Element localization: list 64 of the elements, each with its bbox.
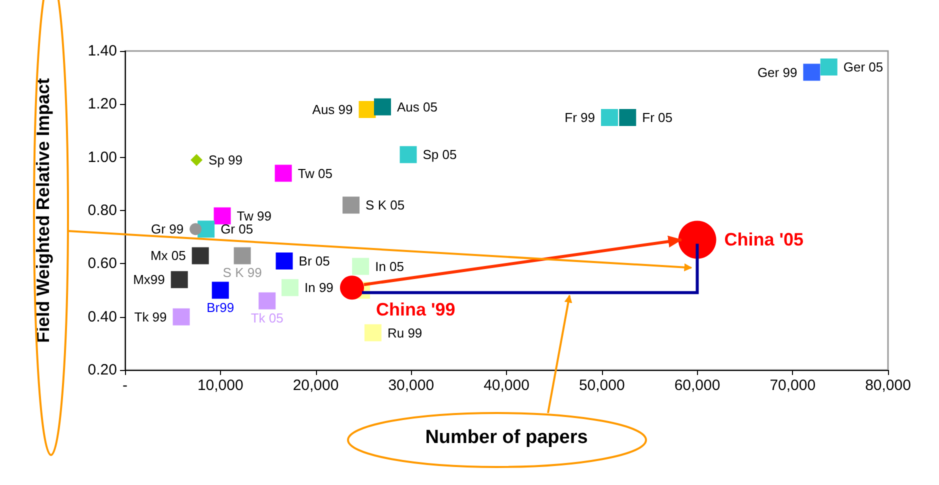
series-label: Tw 99	[236, 208, 272, 224]
series-label: Tk 05	[250, 310, 284, 326]
point	[192, 247, 209, 264]
x-tick-label: -	[122, 377, 128, 394]
series-label: Aus 05	[397, 99, 438, 114]
series-label: S K 99	[222, 265, 262, 280]
series-label: Ger 05	[843, 59, 884, 74]
x-tick-label: 20,000	[292, 377, 339, 394]
point	[212, 282, 229, 299]
series-label: Fr 99	[564, 110, 596, 125]
series-label: Gr 05	[220, 222, 254, 237]
series-label: Mx 05	[150, 248, 186, 264]
point	[374, 98, 392, 116]
point	[601, 108, 618, 126]
point	[400, 146, 417, 164]
series-label: Gr 99	[151, 222, 184, 237]
x-tick-label: 60,000	[674, 377, 720, 394]
point	[172, 308, 190, 326]
y-tick-label: 0.80	[88, 202, 117, 219]
point	[619, 108, 636, 126]
point	[803, 64, 820, 81]
series-label: Mx99	[133, 272, 165, 288]
y-tick-label: 1.00	[88, 148, 117, 166]
y-tick-label: 1.40	[88, 42, 117, 60]
series-label: Tk 99	[134, 309, 167, 324]
series-label: Fr 05	[642, 110, 672, 125]
series-label: In 99	[304, 280, 334, 296]
series-label: China '05	[724, 230, 804, 250]
point	[190, 223, 202, 236]
point	[190, 154, 203, 166]
point	[214, 207, 231, 224]
point	[170, 271, 188, 288]
series-label: Br 05	[298, 254, 330, 269]
series-label: China '99	[376, 300, 456, 320]
point	[258, 292, 276, 310]
y-tick-label: 0.40	[88, 308, 117, 326]
series-label: Ger 99	[757, 64, 798, 80]
point	[364, 324, 382, 342]
x-tick-label: 50,000	[578, 377, 625, 394]
series-label: S K 05	[366, 198, 405, 213]
point	[352, 258, 370, 275]
series-label: Sp 99	[208, 152, 243, 168]
y-axis-title: Field Weighted Relative Impact	[33, 78, 53, 343]
series-label: In 05	[375, 258, 404, 274]
point	[282, 279, 298, 296]
point	[820, 58, 838, 76]
y-tick-label: 0.20	[88, 362, 117, 378]
x-tick-label: 30,000	[388, 377, 434, 394]
y-tick-label: 1.20	[88, 96, 117, 113]
point	[274, 164, 292, 182]
x-tick-label: 80,000	[865, 377, 911, 394]
point	[234, 247, 251, 264]
x-axis-title: Number of papers	[425, 427, 588, 448]
x-tick-label: 40,000	[484, 377, 530, 394]
x-tick-label: 10,000	[197, 377, 244, 394]
series-label: Tw 05	[298, 166, 333, 181]
point	[342, 196, 360, 214]
point	[276, 252, 293, 270]
series-label: Sp 05	[422, 147, 457, 162]
x-tick-label: 70,000	[770, 377, 816, 394]
y-tick-label: 0.60	[88, 255, 117, 272]
series-label: Aus 99	[312, 102, 353, 117]
series-label: Ru 99	[387, 325, 422, 340]
series-label: Br99	[206, 300, 234, 315]
